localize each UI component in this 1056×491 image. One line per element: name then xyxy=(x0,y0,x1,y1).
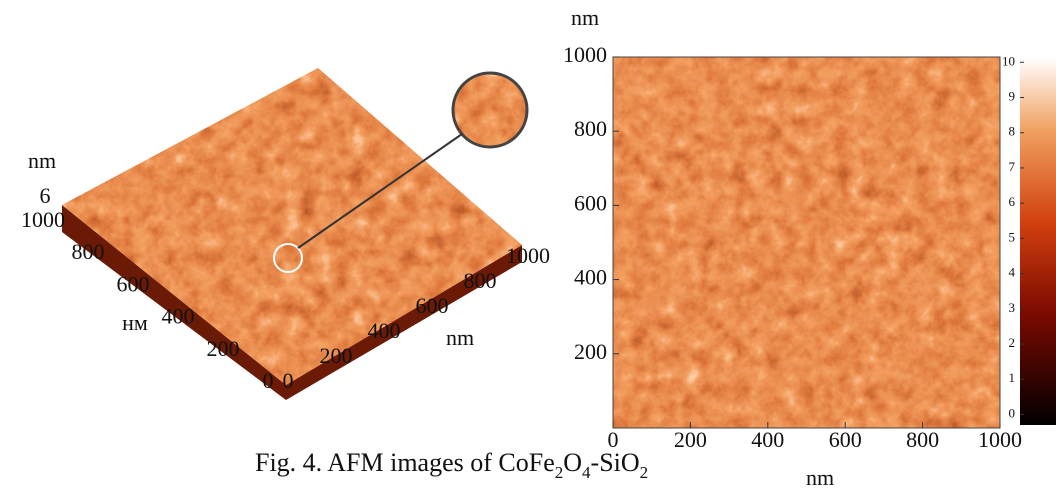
y-tick-label: 200 xyxy=(574,339,607,364)
colorbar-tick-label: 6 xyxy=(1009,194,1016,209)
colorbar-tick-label: 0 xyxy=(1009,405,1016,420)
colorbar-tick-label: 10 xyxy=(1002,53,1015,68)
colorbar xyxy=(1020,57,1056,425)
y-tick-label: 400 xyxy=(574,265,607,290)
y-tick-label: 800 xyxy=(574,116,607,141)
x-tick-label-3d: 200 xyxy=(320,343,353,368)
x-tick-label: 1000 xyxy=(978,427,1022,452)
x-tick-label-3d: 600 xyxy=(416,293,449,318)
afm-image xyxy=(613,57,1000,428)
colorbar-tick-label: 4 xyxy=(1009,265,1016,280)
x-tick-label-3d: 1000 xyxy=(506,243,550,268)
x-tick-label: 200 xyxy=(674,427,707,452)
y-tick-label-3d: 800 xyxy=(72,239,105,264)
x-tick-label: 800 xyxy=(906,427,939,452)
y-label-3d: нм xyxy=(122,310,148,335)
figure: nm 6 нм nm nm nm Fig. 4. AFM images of C… xyxy=(0,0,1056,491)
z-top: 6 xyxy=(40,183,51,208)
z-unit: nm xyxy=(28,148,56,173)
y-unit-2d: nm xyxy=(571,5,599,30)
x-tick-label-3d: 400 xyxy=(368,318,401,343)
x-tick-label: 0 xyxy=(608,427,619,452)
x-label-2d: nm xyxy=(806,465,834,490)
x-tick-label: 600 xyxy=(829,427,862,452)
x-tick-label-3d: 0 xyxy=(283,368,294,393)
colorbar-tick-label: 2 xyxy=(1009,335,1016,350)
y-tick-label: 600 xyxy=(574,190,607,215)
colorbar-tick-label: 9 xyxy=(1009,88,1016,103)
colorbar-tick-label: 3 xyxy=(1009,300,1016,315)
y-tick-label-3d: 0 xyxy=(263,368,274,393)
y-tick-label-3d: 600 xyxy=(117,271,150,296)
y-tick-label: 1000 xyxy=(563,42,607,67)
x-tick-label-3d: 800 xyxy=(464,268,497,293)
colorbar-tick-label: 7 xyxy=(1009,159,1016,174)
colorbar-tick-label: 1 xyxy=(1009,370,1016,385)
caption-part: 2 xyxy=(640,463,649,482)
y-tick-label-3d: 200 xyxy=(207,336,240,361)
x-label-3d: nm xyxy=(446,325,474,350)
x-tick-label: 400 xyxy=(751,427,784,452)
caption-part: 2 xyxy=(555,463,564,482)
caption-part: Fig. 4. AFM images of CoFe xyxy=(255,448,555,477)
y-tick-label-3d: 400 xyxy=(162,304,195,329)
caption-part: O xyxy=(563,448,582,477)
y-tick-label-3d: 1000 xyxy=(21,207,65,232)
caption-part: -SiO xyxy=(591,448,640,477)
caption: Fig. 4. AFM images of CoFe2O4-SiO2 xyxy=(255,448,648,482)
colorbar-tick-label: 5 xyxy=(1009,229,1016,244)
colorbar-tick-label: 8 xyxy=(1009,124,1016,139)
